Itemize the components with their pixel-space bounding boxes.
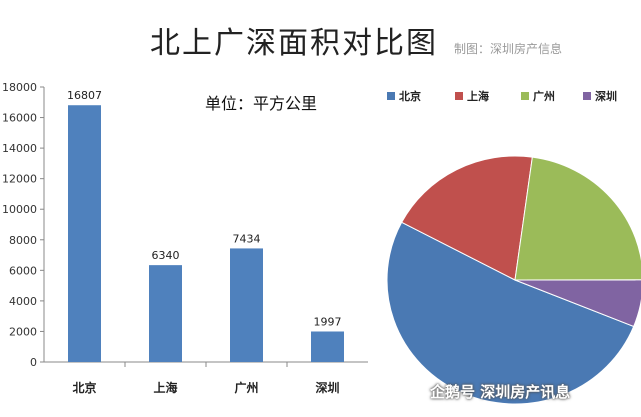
y-tick-label: 10000 [2, 203, 37, 216]
legend-label: 上海 [467, 89, 489, 103]
pie-slice-北京 [386, 221, 635, 405]
chart-title: 北上广深面积对比图 [150, 26, 438, 61]
y-tick-label: 14000 [2, 142, 37, 155]
legend-swatch [387, 92, 395, 100]
legend-swatch [521, 92, 529, 100]
data-label: 1997 [314, 315, 342, 328]
data-label: 16807 [67, 89, 102, 102]
y-tick-label: 16000 [2, 112, 37, 125]
x-tick-label: 广州 [234, 380, 258, 395]
legend-label: 深圳 [595, 89, 617, 103]
x-tick-label: 上海 [153, 380, 177, 395]
y-tick-label: 8000 [9, 234, 37, 247]
credit-text: 制图：深圳房产信息 [454, 42, 563, 56]
x-tick-label: 北京 [72, 380, 96, 395]
bar-北京 [68, 105, 101, 363]
watermark: 企鹅号 深圳房产讯息 [404, 381, 570, 402]
y-tick-label: 4000 [9, 295, 37, 308]
legend-swatch [583, 92, 591, 100]
bar-广州 [230, 248, 263, 362]
y-tick-label: 12000 [2, 173, 37, 186]
legend-swatch [455, 92, 463, 100]
y-tick-label: 2000 [9, 325, 37, 338]
legend-label: 北京 [399, 89, 421, 103]
penguin-logo-icon [404, 384, 426, 399]
bar-上海 [149, 265, 182, 362]
y-tick-label: 18000 [2, 81, 37, 94]
x-tick-label: 深圳 [315, 380, 339, 395]
pie-slice-广州 [514, 156, 641, 281]
unit-annotation: 单位：平方公里 [205, 94, 317, 113]
y-tick-label: 0 [30, 356, 37, 369]
legend-label: 广州 [533, 89, 555, 103]
pie-slice-上海 [401, 155, 533, 281]
pie-chart: 北京 上海 广州 深圳 [386, 89, 641, 405]
data-label: 7434 [233, 232, 261, 245]
bar-深圳 [311, 331, 344, 362]
watermark-text: 企鹅号 深圳房产讯息 [430, 383, 571, 401]
data-label: 6340 [152, 249, 180, 262]
y-tick-label: 6000 [9, 264, 37, 277]
bar-chart: 0 2000 4000 6000 8000 10000 12000 14000 16000 180… [2, 81, 368, 395]
